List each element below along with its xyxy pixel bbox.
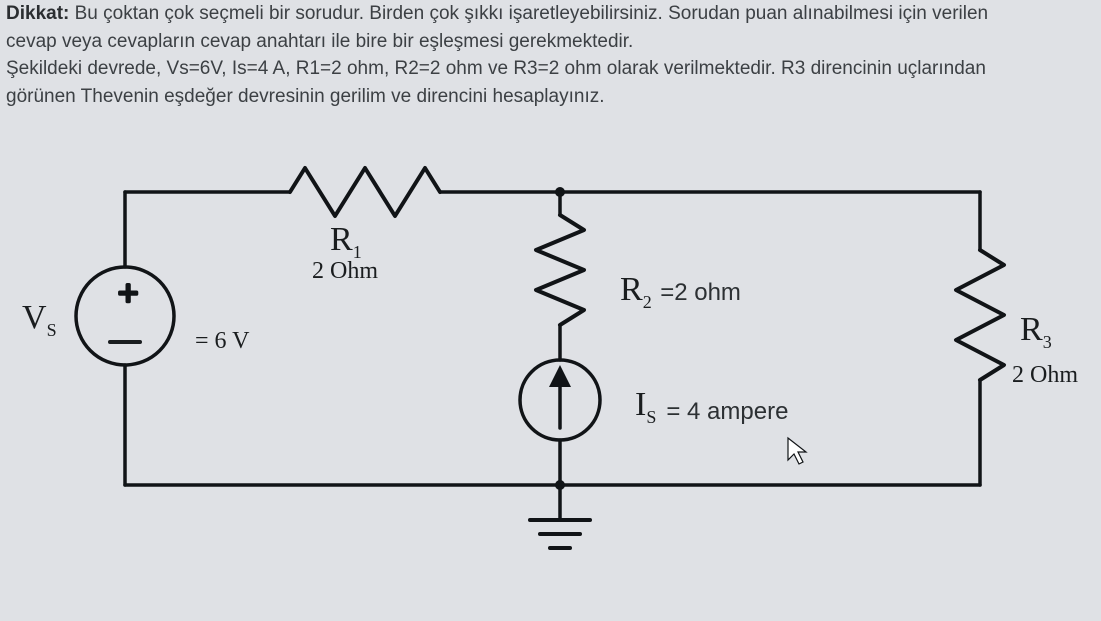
is-symbol-label: IS= 4 ampere bbox=[635, 386, 788, 427]
vs-plus: + bbox=[118, 273, 138, 313]
cursor-icon bbox=[788, 438, 806, 464]
vs-value-label: = 6 V bbox=[195, 328, 250, 354]
q-line2: cevap veya cevapların cevap anahtarı ile… bbox=[6, 31, 633, 52]
current-arrow-head bbox=[549, 365, 571, 387]
q-line4: görünen Thevenin eşdeğer devresinin geri… bbox=[6, 86, 605, 107]
resistor-r2-icon bbox=[536, 215, 584, 325]
r3-value-label: 2 Ohm bbox=[1012, 362, 1078, 388]
r3-symbol-label: R3 bbox=[1020, 311, 1052, 352]
q-line3: Şekildeki devrede, Vs=6V, Is=4 A, R1=2 o… bbox=[6, 58, 986, 79]
r1-symbol-label: R1 bbox=[330, 221, 362, 262]
q-line1: Bu çoktan çok seçmeli bir sorudur. Birde… bbox=[69, 3, 988, 24]
dikkat-label: Dikkat: bbox=[6, 3, 69, 24]
r1-value-label: 2 Ohm bbox=[312, 258, 378, 284]
resistor-r3-icon bbox=[956, 250, 1004, 380]
resistor-r1-icon bbox=[290, 168, 440, 216]
circuit-diagram: + bbox=[0, 150, 1101, 621]
r2-symbol-label: R2 =2 ohm bbox=[620, 271, 741, 312]
vs-symbol-label: VS bbox=[22, 299, 57, 340]
question-block: Dikkat: Bu çoktan çok seçmeli bir sorudu… bbox=[0, 0, 1101, 114]
